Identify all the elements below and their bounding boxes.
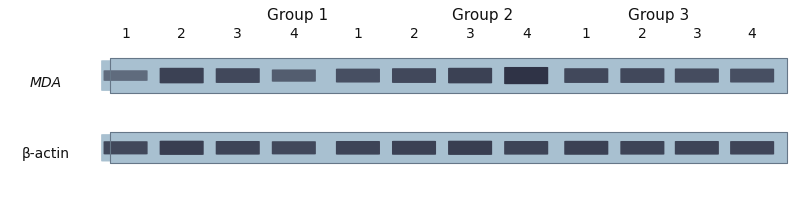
FancyBboxPatch shape [104, 70, 148, 81]
FancyBboxPatch shape [564, 68, 608, 83]
FancyBboxPatch shape [109, 132, 785, 163]
Text: 3: 3 [691, 27, 700, 41]
FancyBboxPatch shape [213, 134, 262, 162]
FancyBboxPatch shape [561, 134, 610, 162]
FancyBboxPatch shape [389, 134, 438, 162]
Text: 3: 3 [233, 27, 242, 41]
Text: 2: 2 [410, 27, 418, 41]
FancyBboxPatch shape [447, 68, 491, 83]
Text: 1: 1 [121, 27, 130, 41]
FancyBboxPatch shape [101, 60, 150, 91]
Text: 4: 4 [289, 27, 298, 41]
FancyBboxPatch shape [445, 134, 494, 162]
FancyBboxPatch shape [109, 58, 785, 93]
FancyBboxPatch shape [501, 134, 550, 162]
FancyBboxPatch shape [336, 141, 380, 155]
FancyBboxPatch shape [618, 134, 666, 162]
Text: β-actin: β-actin [22, 147, 69, 161]
FancyBboxPatch shape [729, 69, 773, 83]
FancyBboxPatch shape [671, 134, 720, 162]
Text: Group 1: Group 1 [267, 8, 328, 23]
FancyBboxPatch shape [503, 141, 548, 155]
Text: MDA: MDA [30, 76, 62, 90]
Text: 4: 4 [521, 27, 530, 41]
FancyBboxPatch shape [674, 141, 718, 155]
FancyBboxPatch shape [157, 134, 206, 162]
FancyBboxPatch shape [271, 141, 316, 154]
FancyBboxPatch shape [729, 141, 773, 155]
FancyBboxPatch shape [271, 69, 316, 82]
FancyBboxPatch shape [727, 60, 776, 91]
FancyBboxPatch shape [213, 60, 262, 91]
Text: 4: 4 [747, 27, 756, 41]
FancyBboxPatch shape [160, 68, 203, 83]
Text: 3: 3 [465, 27, 474, 41]
FancyBboxPatch shape [215, 141, 259, 155]
FancyBboxPatch shape [618, 60, 666, 91]
Text: Group 2: Group 2 [451, 8, 512, 23]
Text: Group 3: Group 3 [627, 8, 688, 23]
FancyBboxPatch shape [269, 134, 318, 162]
FancyBboxPatch shape [447, 141, 491, 155]
FancyBboxPatch shape [389, 60, 438, 91]
FancyBboxPatch shape [620, 68, 663, 83]
Bar [109, 108, 785, 116]
FancyBboxPatch shape [269, 60, 318, 91]
FancyBboxPatch shape [445, 60, 494, 91]
Text: 2: 2 [177, 27, 185, 41]
FancyBboxPatch shape [336, 69, 380, 83]
FancyBboxPatch shape [392, 68, 435, 83]
Text: 1: 1 [353, 27, 362, 41]
FancyBboxPatch shape [727, 134, 776, 162]
FancyBboxPatch shape [333, 134, 382, 162]
FancyBboxPatch shape [392, 141, 435, 155]
FancyBboxPatch shape [157, 60, 206, 91]
FancyBboxPatch shape [215, 68, 259, 83]
Text: 1: 1 [581, 27, 590, 41]
FancyBboxPatch shape [160, 141, 203, 155]
FancyBboxPatch shape [503, 67, 548, 84]
FancyBboxPatch shape [561, 60, 610, 91]
FancyBboxPatch shape [104, 141, 148, 154]
FancyBboxPatch shape [564, 141, 608, 155]
FancyBboxPatch shape [501, 60, 550, 91]
FancyBboxPatch shape [101, 134, 150, 162]
FancyBboxPatch shape [620, 141, 663, 155]
FancyBboxPatch shape [671, 60, 720, 91]
Text: 2: 2 [638, 27, 646, 41]
FancyBboxPatch shape [333, 60, 382, 91]
FancyBboxPatch shape [674, 69, 718, 83]
